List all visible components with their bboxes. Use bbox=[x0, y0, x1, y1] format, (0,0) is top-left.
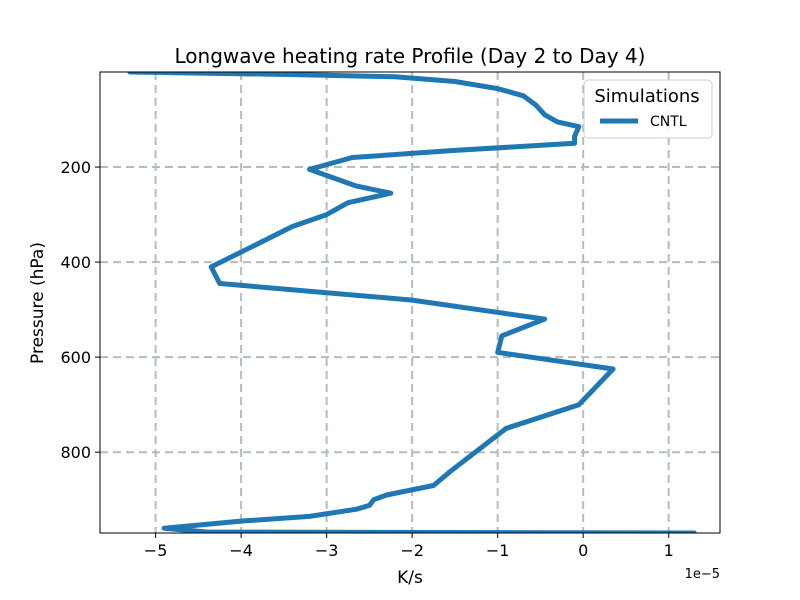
x-axis-offset-label: 1e−5 bbox=[685, 567, 720, 582]
x-tick-label: −5 bbox=[144, 541, 168, 560]
plot-area-frame bbox=[99, 71, 721, 534]
y-tick-label: 200 bbox=[60, 158, 91, 177]
grid bbox=[100, 72, 720, 533]
y-axis-label: Pressure (hPa) bbox=[28, 242, 48, 364]
y-tick-label: 400 bbox=[60, 253, 91, 272]
x-tick-label: −4 bbox=[229, 541, 253, 560]
y-tick-label: 800 bbox=[60, 443, 91, 462]
legend-title: Simulations bbox=[594, 86, 699, 107]
x-tick-label: 0 bbox=[578, 541, 588, 560]
x-axis: −5 −4 −3 −2 −1 0 1 bbox=[144, 533, 674, 560]
chart-title: Longwave heating rate Profile (Day 2 to … bbox=[175, 44, 646, 68]
y-tick-label: 600 bbox=[60, 348, 91, 367]
x-tick-label: −1 bbox=[486, 541, 510, 560]
x-tick-label: 1 bbox=[664, 541, 674, 560]
legend: Simulations CNTL bbox=[583, 79, 713, 139]
series-layer bbox=[127, 72, 697, 533]
x-tick-label: −3 bbox=[315, 541, 339, 560]
y-axis: 200 400 600 800 bbox=[60, 158, 100, 462]
legend-entry-cntl: CNTL bbox=[650, 114, 687, 130]
x-tick-label: −2 bbox=[400, 541, 424, 560]
x-axis-label: K/s bbox=[397, 568, 423, 588]
series-line-cntl bbox=[127, 72, 697, 533]
